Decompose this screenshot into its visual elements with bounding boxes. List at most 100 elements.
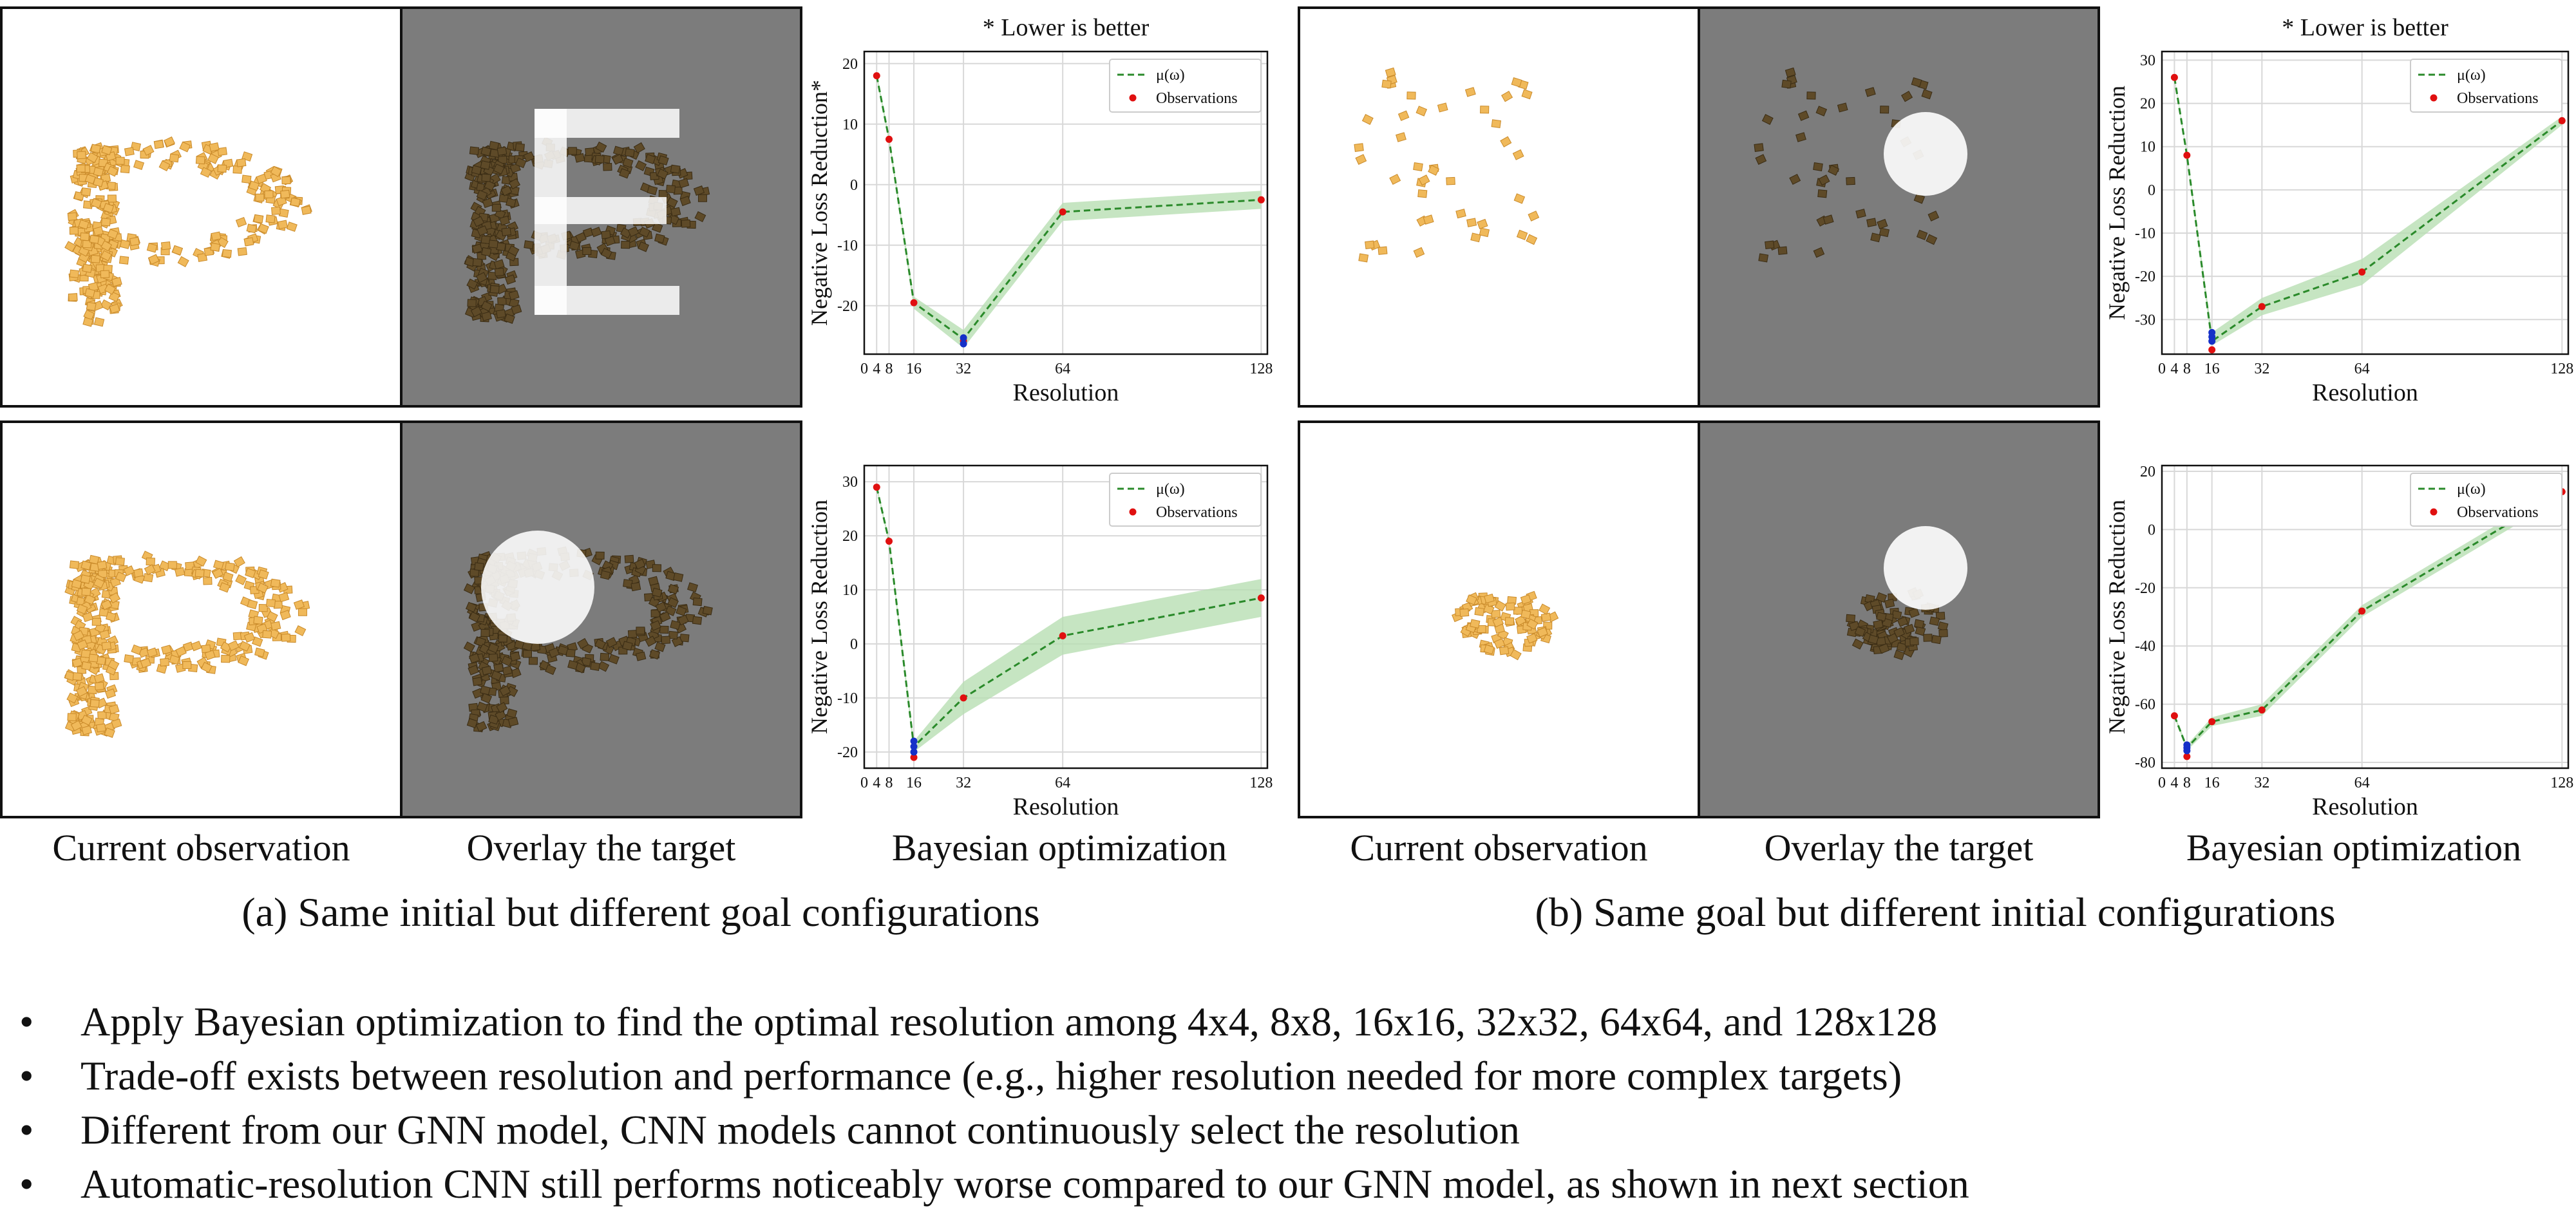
best-point — [960, 334, 967, 342]
circle-target-shape — [481, 531, 594, 644]
observation-point — [873, 72, 880, 80]
observation-point — [2358, 268, 2366, 276]
bullet-glyph: • — [19, 1161, 34, 1207]
caption-current-observation-b: Current observation — [1350, 827, 1648, 869]
best-point — [2208, 337, 2216, 345]
x-axis-label: Resolution — [2312, 793, 2418, 820]
x-axis-label: Resolution — [2312, 379, 2418, 406]
legend-point-swatch — [1129, 508, 1137, 516]
observation-point — [2170, 73, 2178, 81]
mean-line — [2174, 491, 2563, 750]
y-tick-label: -10 — [2135, 225, 2155, 242]
a-bottom-overlay-target — [400, 420, 802, 818]
legend-box — [2410, 473, 2562, 527]
x-tick-label: 64 — [1055, 361, 1070, 377]
a-top-current-observation — [0, 6, 402, 408]
observation-point — [886, 538, 893, 545]
letter-e-top-bar — [535, 109, 679, 138]
bullet-glyph: • — [19, 999, 34, 1044]
x-tick-label: 64 — [1055, 775, 1070, 791]
x-tick-label: 8 — [886, 361, 893, 377]
x-tick-label: 16 — [2204, 775, 2220, 791]
y-tick-label: -20 — [2135, 580, 2155, 597]
x-tick-label: 32 — [956, 361, 971, 377]
letter-e-bottom-bar — [535, 286, 679, 315]
caption-bayesian-optimization-a: Bayesian optimization — [891, 827, 1227, 869]
y-tick-label: 30 — [842, 474, 858, 491]
confidence-band — [2174, 75, 2562, 346]
legend-label: μ(ω) — [1156, 481, 1185, 498]
legend-point-swatch — [2430, 94, 2438, 102]
y-axis-label: Negative Loss Reduction — [806, 500, 832, 734]
x-tick-label: 16 — [906, 775, 922, 791]
observation-point — [1257, 594, 1265, 602]
legend-label: Observations — [2457, 90, 2539, 107]
caption-bayesian-optimization-b: Bayesian optimization — [2186, 827, 2522, 869]
y-axis-label: Negative Loss Reduction — [2104, 500, 2130, 734]
y-tick-label: 10 — [842, 117, 858, 133]
x-tick-label: 16 — [906, 361, 922, 377]
granular-material-image — [64, 136, 312, 327]
bullet-text: Automatic-resolution CNN still performs … — [80, 1161, 1969, 1207]
granular-material-image — [1354, 67, 1540, 263]
a-bottom-current-observation — [0, 420, 402, 818]
b-top-current-observation — [1298, 6, 1700, 408]
bullet-item: • Different from our GNN model, CNN model… — [13, 1103, 2563, 1157]
observation-point — [2183, 151, 2191, 159]
x-tick-label: 8 — [2183, 775, 2191, 791]
x-tick-label: 8 — [2183, 361, 2191, 377]
y-tick-label: -10 — [837, 238, 858, 254]
overlay-image — [1754, 67, 1967, 263]
legend-box — [2410, 59, 2562, 113]
observation-point — [2258, 303, 2266, 310]
observation-point — [1257, 196, 1265, 203]
bayesian-optimization-chart-a-bottom: 0 4 8 16 32 64 128 30 20 10 0 -10 -20 Resolution Negat… — [805, 420, 1275, 823]
y-tick-label: 0 — [2148, 182, 2155, 199]
observation-point — [2183, 753, 2191, 760]
observation-point — [2208, 718, 2216, 726]
best-point — [910, 748, 918, 756]
caption-overlay-target-b: Overlay the target — [1764, 827, 2034, 869]
plot-frame — [2161, 464, 2570, 769]
y-tick-label: 0 — [850, 636, 858, 653]
observation-point — [2358, 607, 2366, 615]
legend-label: μ(ω) — [2457, 67, 2486, 84]
x-tick-label: 0 — [2158, 775, 2166, 791]
legend-point-swatch — [1129, 94, 1137, 102]
best-point — [910, 737, 918, 745]
bayesian-optimization-chart-a-top: * Lower is better 0 4 8 16 32 64 128 20 10 0 -10 -20… — [805, 6, 1275, 409]
y-tick-label: 20 — [2140, 96, 2155, 113]
plot-frame — [863, 50, 1269, 355]
plot-frame — [863, 464, 1269, 769]
x-tick-label: 128 — [2550, 775, 2573, 791]
observation-point — [1059, 632, 1066, 639]
chart-title: * Lower is better — [2282, 14, 2448, 41]
y-tick-label: -10 — [837, 690, 858, 707]
bullet-text: Apply Bayesian optimization to find the … — [80, 999, 1938, 1044]
y-axis-label: Negative Loss Reduction* — [806, 80, 832, 326]
y-tick-label: 20 — [842, 56, 858, 73]
confidence-band — [876, 484, 1262, 752]
best-point — [2183, 747, 2191, 755]
x-axis-label: Resolution — [1013, 793, 1119, 820]
y-tick-label: -20 — [2135, 269, 2155, 285]
x-axis-label: Resolution — [1013, 379, 1119, 406]
circle-target-shape — [1884, 526, 1967, 610]
subfigure-caption-b: (b) Same goal but different initial conf… — [1535, 889, 2336, 935]
confidence-band — [2174, 486, 2562, 751]
legend-label: Observations — [2457, 504, 2539, 521]
y-tick-label: 10 — [2140, 139, 2155, 156]
x-tick-label: 4 — [873, 775, 880, 791]
observation-point — [2258, 706, 2266, 714]
y-axis-label: Negative Loss Reduction — [2104, 86, 2130, 320]
x-tick-label: 4 — [2170, 775, 2178, 791]
bayesian-optimization-chart-b-bottom: 0 4 8 16 32 64 128 20 0 -20 -40 -60 -80 Resolution Neg… — [2103, 420, 2576, 823]
mean-line — [875, 487, 1262, 749]
legend-label: Observations — [1156, 90, 1238, 107]
observation-point — [873, 484, 880, 491]
bullet-item: • Trade-off exists between resolution and… — [13, 1049, 2563, 1103]
x-tick-label: 4 — [873, 361, 880, 377]
y-tick-label: -30 — [2135, 312, 2155, 328]
letter-e-middle-bar — [535, 197, 667, 224]
x-tick-label: 128 — [2550, 361, 2573, 377]
